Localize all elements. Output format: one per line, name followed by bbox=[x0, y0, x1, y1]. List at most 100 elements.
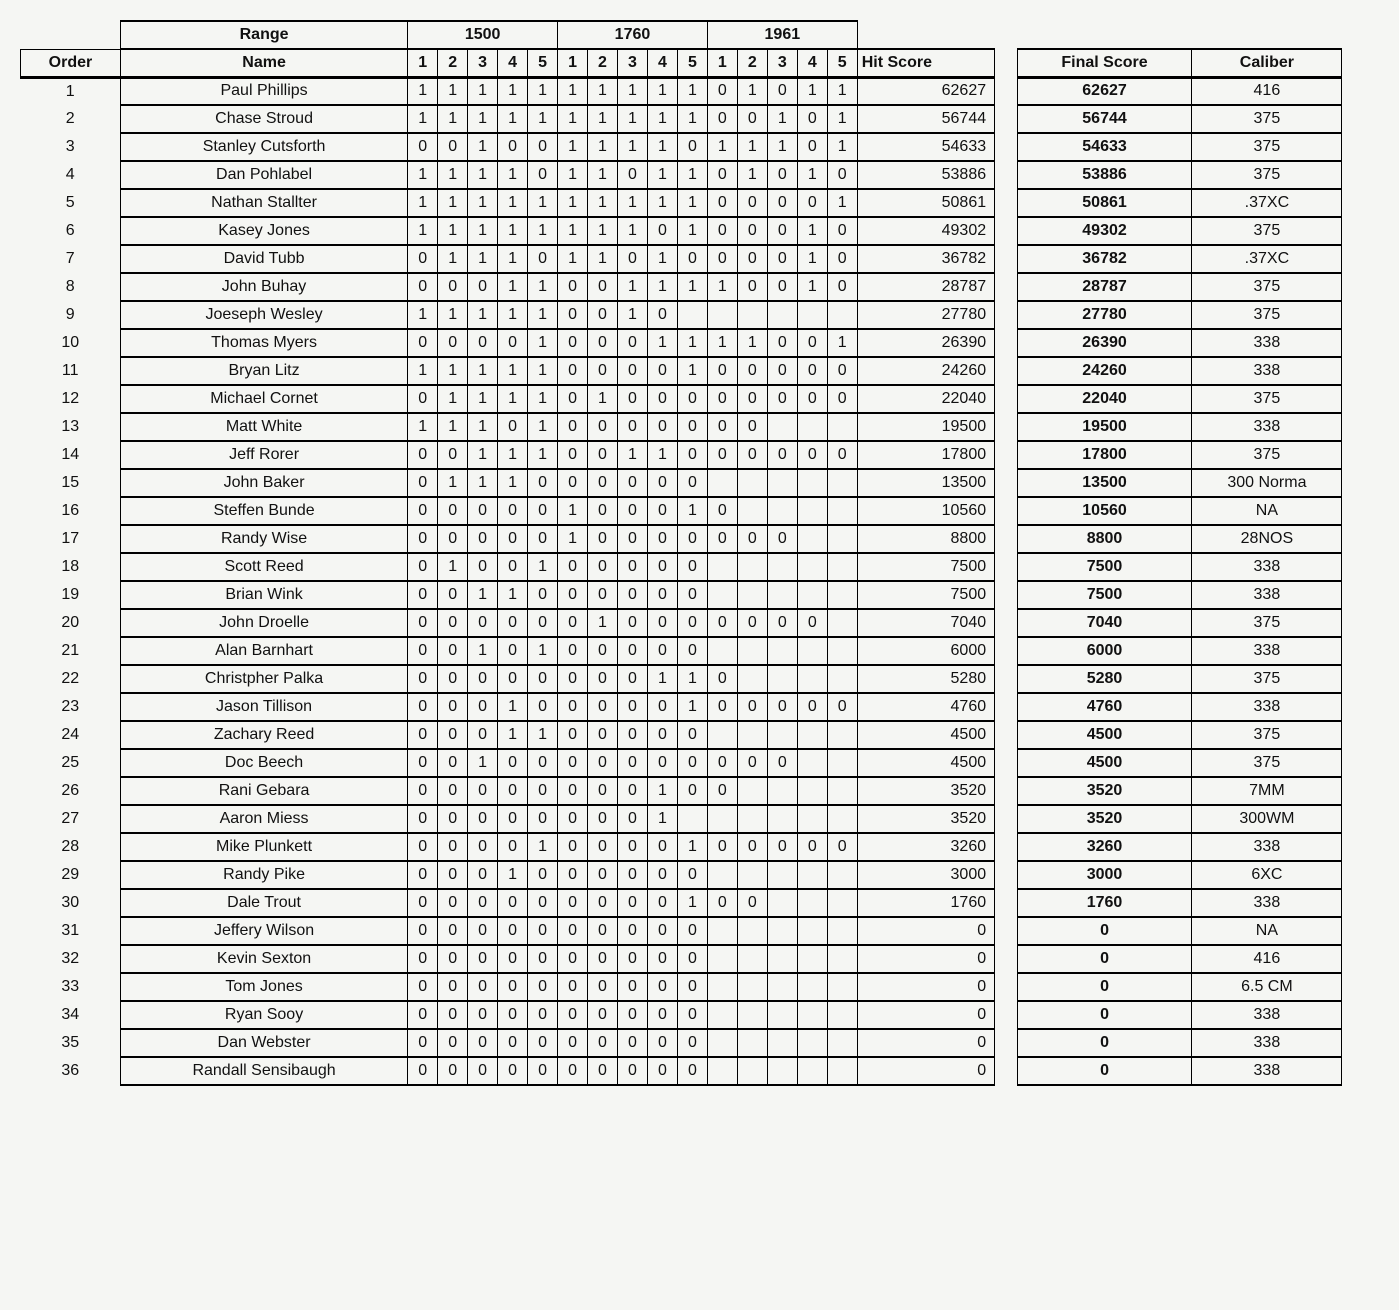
final-score-cell: 62627 bbox=[1017, 77, 1192, 105]
score-1961-3: 0 bbox=[767, 273, 797, 301]
score-1961-4 bbox=[797, 637, 827, 665]
score-1760-1: 0 bbox=[558, 413, 588, 441]
score-1961-1: 1 bbox=[707, 273, 737, 301]
score-1500-2: 0 bbox=[438, 889, 468, 917]
name-cell: Nathan Stallter bbox=[120, 189, 407, 217]
gap bbox=[995, 21, 1017, 49]
final-score-cell: 3520 bbox=[1017, 777, 1192, 805]
name-cell: John Baker bbox=[120, 469, 407, 497]
score-1961-3 bbox=[767, 1029, 797, 1057]
gap bbox=[995, 217, 1017, 245]
score-1500-5: 1 bbox=[528, 385, 558, 413]
table-row: 27Aaron Miess00000000135203520300WM bbox=[21, 805, 1380, 833]
score-1961-5 bbox=[827, 525, 857, 553]
name-cell: Steffen Bunde bbox=[120, 497, 407, 525]
score-1500-1: 0 bbox=[408, 861, 438, 889]
score-1961-1: 0 bbox=[707, 749, 737, 777]
gap bbox=[995, 581, 1017, 609]
table-row: 30Dale Trout00000000010017601760338 bbox=[21, 889, 1380, 917]
score-1500-2: 1 bbox=[438, 357, 468, 385]
score-1500-3: 0 bbox=[468, 273, 498, 301]
order-cell: 30 bbox=[21, 889, 121, 917]
score-1961-1 bbox=[707, 1029, 737, 1057]
name-cell: Randy Wise bbox=[120, 525, 407, 553]
score-1500-1: 0 bbox=[408, 553, 438, 581]
score-1500-5: 0 bbox=[528, 945, 558, 973]
caliber-cell: 6.5 CM bbox=[1192, 973, 1342, 1001]
final-score-cell: 0 bbox=[1017, 945, 1192, 973]
gap bbox=[995, 777, 1017, 805]
score-1961-1: 0 bbox=[707, 777, 737, 805]
score-1760-1: 0 bbox=[558, 777, 588, 805]
score-1500-2: 1 bbox=[438, 301, 468, 329]
score-1760-3: 1 bbox=[617, 133, 647, 161]
name-cell: Bryan Litz bbox=[120, 357, 407, 385]
score-1760-1: 0 bbox=[558, 637, 588, 665]
order-cell: 12 bbox=[21, 385, 121, 413]
gap bbox=[995, 77, 1017, 105]
score-1500-4: 0 bbox=[498, 777, 528, 805]
score-1961-1: 0 bbox=[707, 77, 737, 105]
score-1500-1: 0 bbox=[408, 133, 438, 161]
score-1500-5: 1 bbox=[528, 217, 558, 245]
score-1760-4: 0 bbox=[647, 581, 677, 609]
hit-score-cell: 53886 bbox=[857, 161, 994, 189]
score-1760-2: 0 bbox=[588, 441, 618, 469]
score-1760-3: 0 bbox=[617, 581, 647, 609]
score-1760-5: 1 bbox=[677, 665, 707, 693]
score-1500-5: 1 bbox=[528, 301, 558, 329]
score-1760-4: 0 bbox=[647, 497, 677, 525]
table-row: 1Paul Phillips11111111110101162627626274… bbox=[21, 77, 1380, 105]
score-1961-3: 0 bbox=[767, 749, 797, 777]
score-1760-4: 1 bbox=[647, 777, 677, 805]
score-1961-2 bbox=[737, 497, 767, 525]
score-1500-3: 0 bbox=[468, 497, 498, 525]
score-1961-2: 0 bbox=[737, 441, 767, 469]
score-1961-2 bbox=[737, 301, 767, 329]
table-row: 15John Baker01110000001350013500300 Norm… bbox=[21, 469, 1380, 497]
score-1500-5: 0 bbox=[528, 497, 558, 525]
score-1760-5: 0 bbox=[677, 609, 707, 637]
caliber-cell: 375 bbox=[1192, 217, 1342, 245]
score-1500-1: 1 bbox=[408, 357, 438, 385]
tail bbox=[1342, 917, 1380, 945]
score-1760-5: 0 bbox=[677, 721, 707, 749]
gap bbox=[995, 749, 1017, 777]
score-1961-4 bbox=[797, 1001, 827, 1029]
score-1760-2: 0 bbox=[588, 273, 618, 301]
score-1961-2: 0 bbox=[737, 385, 767, 413]
score-1961-4: 1 bbox=[797, 245, 827, 273]
score-1961-1: 0 bbox=[707, 161, 737, 189]
score-1500-5: 0 bbox=[528, 609, 558, 637]
score-1760-3: 0 bbox=[617, 637, 647, 665]
score-1500-4: 1 bbox=[498, 161, 528, 189]
sub-3: 3 bbox=[767, 49, 797, 77]
name-cell: John Buhay bbox=[120, 273, 407, 301]
tail bbox=[1342, 469, 1380, 497]
score-1961-5 bbox=[827, 805, 857, 833]
caliber-cell: 375 bbox=[1192, 441, 1342, 469]
score-1760-5 bbox=[677, 301, 707, 329]
score-1961-3 bbox=[767, 973, 797, 1001]
score-1500-2: 0 bbox=[438, 805, 468, 833]
hit-score-cell: 56744 bbox=[857, 105, 994, 133]
score-1760-4: 0 bbox=[647, 721, 677, 749]
score-1760-5: 1 bbox=[677, 497, 707, 525]
score-1500-4: 0 bbox=[498, 805, 528, 833]
order-cell: 2 bbox=[21, 105, 121, 133]
score-1500-2: 0 bbox=[438, 329, 468, 357]
score-1961-5 bbox=[827, 889, 857, 917]
score-1961-4 bbox=[797, 721, 827, 749]
caliber-cell: 375 bbox=[1192, 301, 1342, 329]
score-1961-1: 0 bbox=[707, 889, 737, 917]
score-1961-1: 0 bbox=[707, 413, 737, 441]
score-1961-5 bbox=[827, 581, 857, 609]
final-score-cell: 4500 bbox=[1017, 749, 1192, 777]
order-cell: 21 bbox=[21, 637, 121, 665]
order-header: Order bbox=[21, 49, 121, 77]
tail bbox=[1342, 861, 1380, 889]
score-1760-2: 0 bbox=[588, 693, 618, 721]
score-1961-4: 0 bbox=[797, 693, 827, 721]
order-cell: 8 bbox=[21, 273, 121, 301]
score-1961-4: 1 bbox=[797, 217, 827, 245]
